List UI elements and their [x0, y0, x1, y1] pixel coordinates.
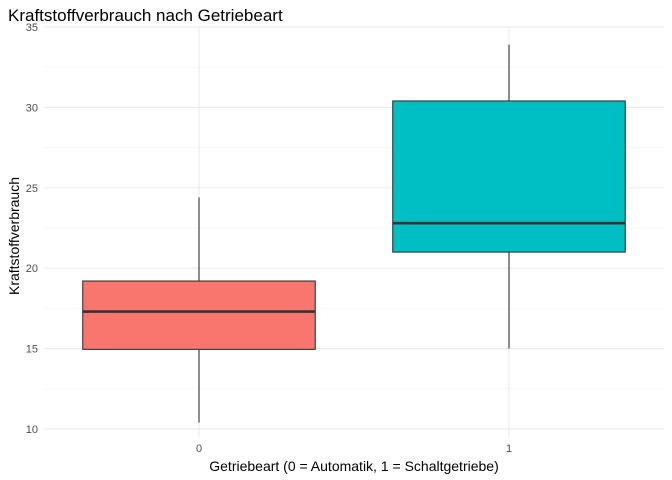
y-tick-label: 30	[26, 102, 38, 114]
y-tick-label: 25	[26, 183, 38, 195]
y-tick-label: 15	[26, 344, 38, 356]
box-group	[392, 44, 626, 349]
y-tick-label: 20	[26, 263, 38, 275]
y-tick-label: 10	[26, 424, 38, 436]
box	[82, 280, 316, 350]
y-tick-label: 35	[26, 22, 38, 34]
x-axis-title: Getriebeart (0 = Automatik, 1 = Schaltge…	[209, 458, 499, 474]
tick-labels: 10 15 20 25 30 35 0 1	[26, 22, 512, 455]
boxes	[82, 44, 626, 423]
y-axis-title: Kraftstoffverbrauch	[6, 177, 22, 295]
box	[392, 100, 626, 253]
box-group	[82, 197, 316, 423]
chart-title: Kraftstoffverbrauch nach Getriebeart	[8, 6, 283, 25]
x-tick-label: 0	[196, 443, 202, 455]
x-tick-label: 1	[506, 443, 512, 455]
